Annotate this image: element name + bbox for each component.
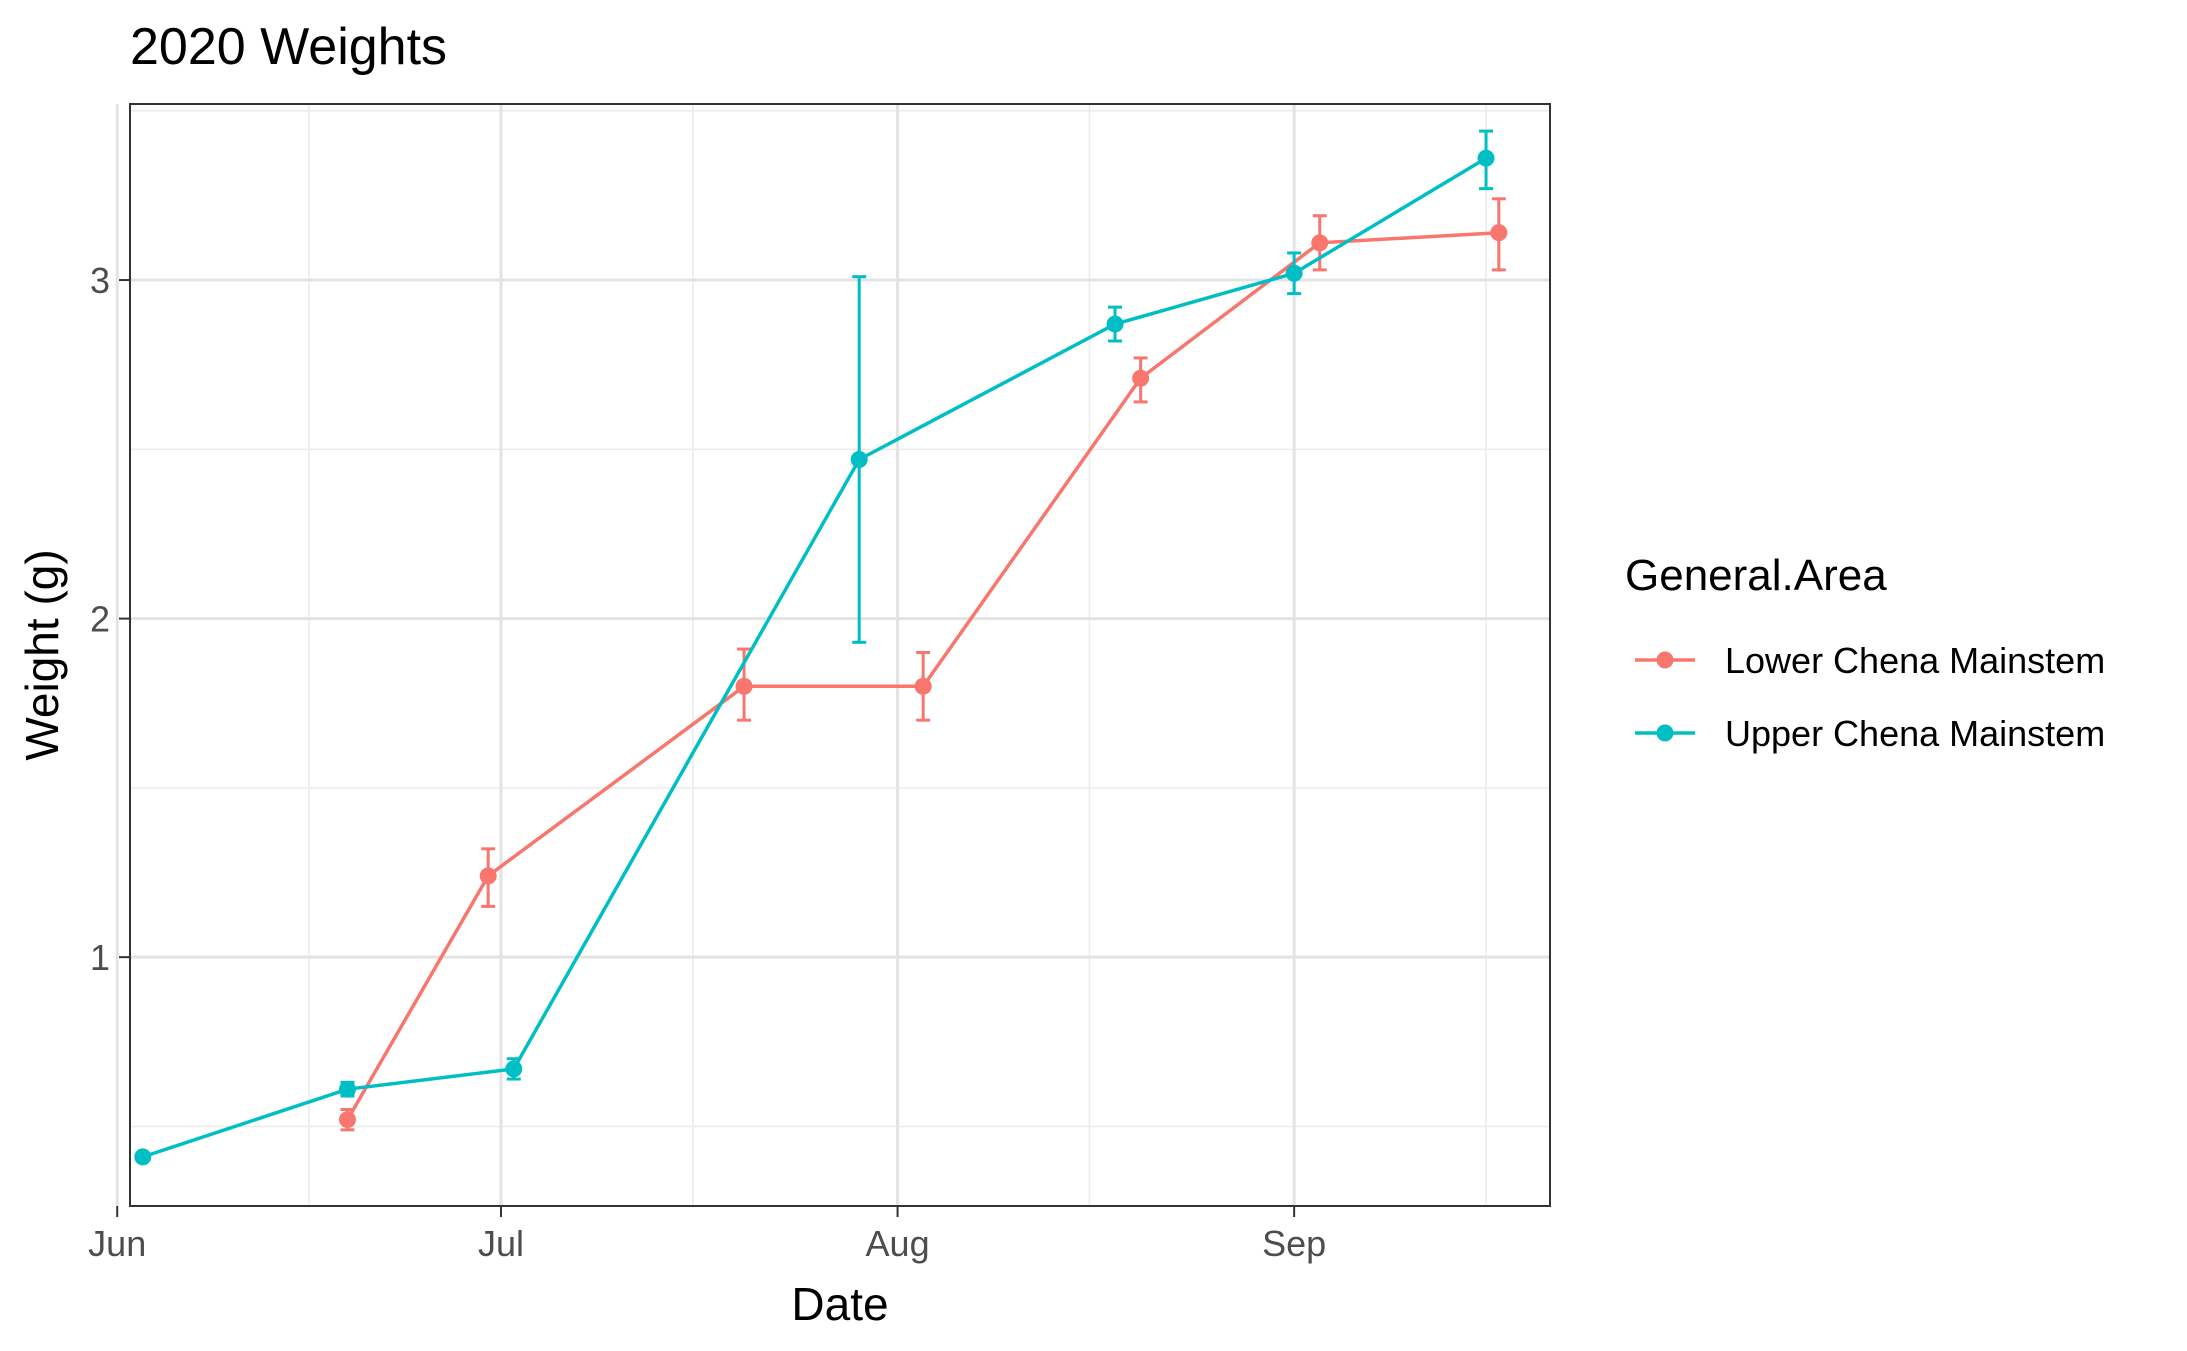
x-axis-title: Date bbox=[791, 1278, 888, 1330]
y-tick-label: 2 bbox=[90, 599, 110, 640]
data-point bbox=[134, 1148, 152, 1166]
legend-item-label: Upper Chena Mainstem bbox=[1725, 713, 2105, 754]
series-line bbox=[142, 156, 1487, 1159]
data-point bbox=[479, 867, 497, 885]
legend-item-lower-chena-mainstem: Lower Chena Mainstem bbox=[1635, 640, 2105, 681]
x-tick-label: Jun bbox=[88, 1223, 146, 1264]
data-point bbox=[1285, 264, 1303, 282]
data-point bbox=[505, 1060, 523, 1078]
data-point bbox=[1311, 234, 1329, 252]
data-point bbox=[338, 1111, 356, 1129]
y-axis-title: Weight (g) bbox=[16, 549, 68, 760]
data-point bbox=[1132, 369, 1150, 387]
x-tick-label: Sep bbox=[1262, 1223, 1326, 1264]
data-point bbox=[1490, 224, 1508, 242]
x-tick-label: Jul bbox=[478, 1223, 524, 1264]
legend-title: General.Area bbox=[1625, 551, 1887, 600]
chart-title: 2020 Weights bbox=[130, 18, 447, 76]
series-lower-chena-mainstem bbox=[338, 197, 1508, 1132]
y-tick-label: 1 bbox=[90, 937, 110, 978]
data-point bbox=[1477, 149, 1495, 167]
y-tick-label: 3 bbox=[90, 260, 110, 301]
grid-layer bbox=[115, 104, 1550, 1206]
x-tick-label: Aug bbox=[866, 1223, 930, 1264]
legend-item-upper-chena-mainstem: Upper Chena Mainstem bbox=[1635, 713, 2105, 754]
legend-item-label: Lower Chena Mainstem bbox=[1725, 640, 2105, 681]
plot-panel-border bbox=[129, 103, 1551, 1207]
data-point bbox=[914, 677, 932, 695]
data-point bbox=[1106, 315, 1124, 333]
legend-items: Lower Chena Mainstem Upper Chena Mainstem bbox=[1635, 640, 2105, 754]
data-point bbox=[735, 677, 753, 695]
series-upper-chena-mainstem bbox=[134, 129, 1495, 1166]
data-point bbox=[850, 450, 868, 468]
data-point bbox=[338, 1080, 356, 1098]
legend: General.Area Lower Chena Mainstem Upper C… bbox=[1625, 551, 2105, 754]
series-layer bbox=[134, 129, 1508, 1166]
legend-key-point bbox=[1656, 651, 1674, 669]
legend-key-point bbox=[1656, 724, 1674, 742]
axis-layer: Jun Jul Aug Sep 1 2 3 bbox=[88, 260, 1326, 1264]
